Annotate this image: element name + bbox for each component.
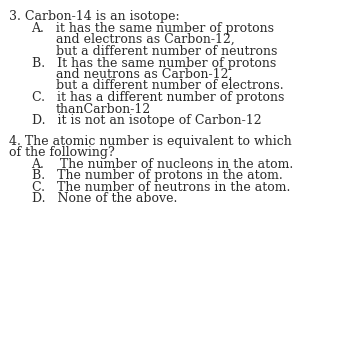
Text: 4. The atomic number is equivalent to which: 4. The atomic number is equivalent to wh… <box>9 135 292 148</box>
Text: B.   It has the same number of protons: B. It has the same number of protons <box>32 57 276 70</box>
Text: and electrons as Carbon-12,: and electrons as Carbon-12, <box>56 33 235 46</box>
Text: and neutrons as Carbon-12,: and neutrons as Carbon-12, <box>56 68 232 81</box>
Text: but a different number of neutrons: but a different number of neutrons <box>56 45 277 58</box>
Text: D.   it is not an isotope of Carbon-12: D. it is not an isotope of Carbon-12 <box>32 114 261 127</box>
Text: D.   None of the above.: D. None of the above. <box>32 192 177 205</box>
Text: B.   The number of protons in the atom.: B. The number of protons in the atom. <box>32 169 282 183</box>
Text: C.   The number of neutrons in the atom.: C. The number of neutrons in the atom. <box>32 181 290 194</box>
Text: of the following?: of the following? <box>9 146 114 159</box>
Text: but a different number of electrons.: but a different number of electrons. <box>56 79 284 92</box>
Text: thanCarbon-12: thanCarbon-12 <box>56 103 151 116</box>
Text: A.    The number of nucleons in the atom.: A. The number of nucleons in the atom. <box>32 158 294 171</box>
Text: A.   it has the same number of protons: A. it has the same number of protons <box>32 22 274 35</box>
Text: 3. Carbon-14 is an isotope:: 3. Carbon-14 is an isotope: <box>9 10 179 23</box>
Text: C.   it has a different number of protons: C. it has a different number of protons <box>32 91 284 105</box>
